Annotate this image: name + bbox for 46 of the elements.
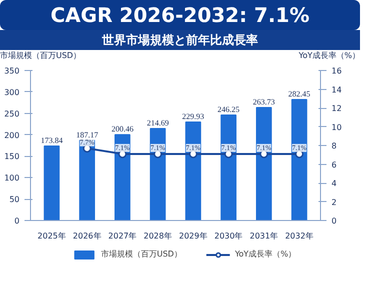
x-tick-label: 2027年 (108, 232, 137, 240)
bar (44, 145, 60, 220)
chart-subtitle: 世界市場規模と前年比成長率 (102, 32, 258, 49)
legend-label: YoY成長率（%） (234, 248, 296, 260)
y2-tick-label: 2 (332, 198, 337, 207)
y2-tick-label: 10 (332, 122, 342, 132)
y-axis-title: 市場規模（百万USD） (0, 50, 82, 62)
x-tick-label: 2031年 (250, 232, 278, 240)
data-label: 214.69 (146, 118, 169, 128)
x-tick-label: 2029年 (179, 232, 208, 240)
x-tick-label: 2028年 (144, 232, 172, 240)
bar (79, 140, 96, 220)
y-tick-label: 150 (4, 152, 20, 162)
x-tick-label: 2032年 (285, 232, 314, 240)
y-tick-label: 100 (4, 174, 20, 183)
y-tick-label: 350 (4, 66, 20, 76)
data-label: 229.93 (182, 112, 204, 121)
y2-tick-label: 16 (332, 66, 342, 76)
y-tick-label: 0 (14, 216, 20, 226)
bar (185, 121, 202, 220)
y2-tick-label: 12 (332, 104, 342, 113)
chart-title: CAGR 2026-2032: 7.1% (50, 2, 310, 29)
bar (220, 114, 236, 220)
y-tick-label: 50 (9, 195, 20, 204)
bar (291, 98, 308, 220)
data-label: 246.25 (218, 104, 240, 114)
data-label: 187.17 (76, 130, 98, 140)
bar (256, 106, 272, 220)
y-tick-label: 250 (4, 109, 20, 118)
y-tick-label: 200 (4, 130, 20, 140)
y2-tick-label: 14 (332, 85, 342, 94)
x-tick-label: 2026年 (72, 232, 102, 240)
bar (114, 134, 130, 220)
data-label: 200.46 (111, 124, 134, 134)
y2-tick-label: 0 (332, 216, 337, 226)
y-tick-label: 300 (4, 88, 20, 97)
data-label: 173.84 (40, 136, 63, 145)
y2-tick-label: 6 (332, 160, 337, 170)
x-tick-label: 2030年 (214, 232, 243, 240)
y2-axis-title: YoY成長率（%） (298, 50, 360, 62)
data-label: 263.73 (252, 97, 275, 106)
x-tick-label: 2025年 (38, 232, 66, 240)
legend-label: 市場規模（百万USD） (100, 248, 182, 260)
y2-tick-label: 8 (332, 142, 337, 150)
data-label: 282.45 (288, 89, 310, 98)
y2-tick-label: 4 (332, 179, 337, 188)
